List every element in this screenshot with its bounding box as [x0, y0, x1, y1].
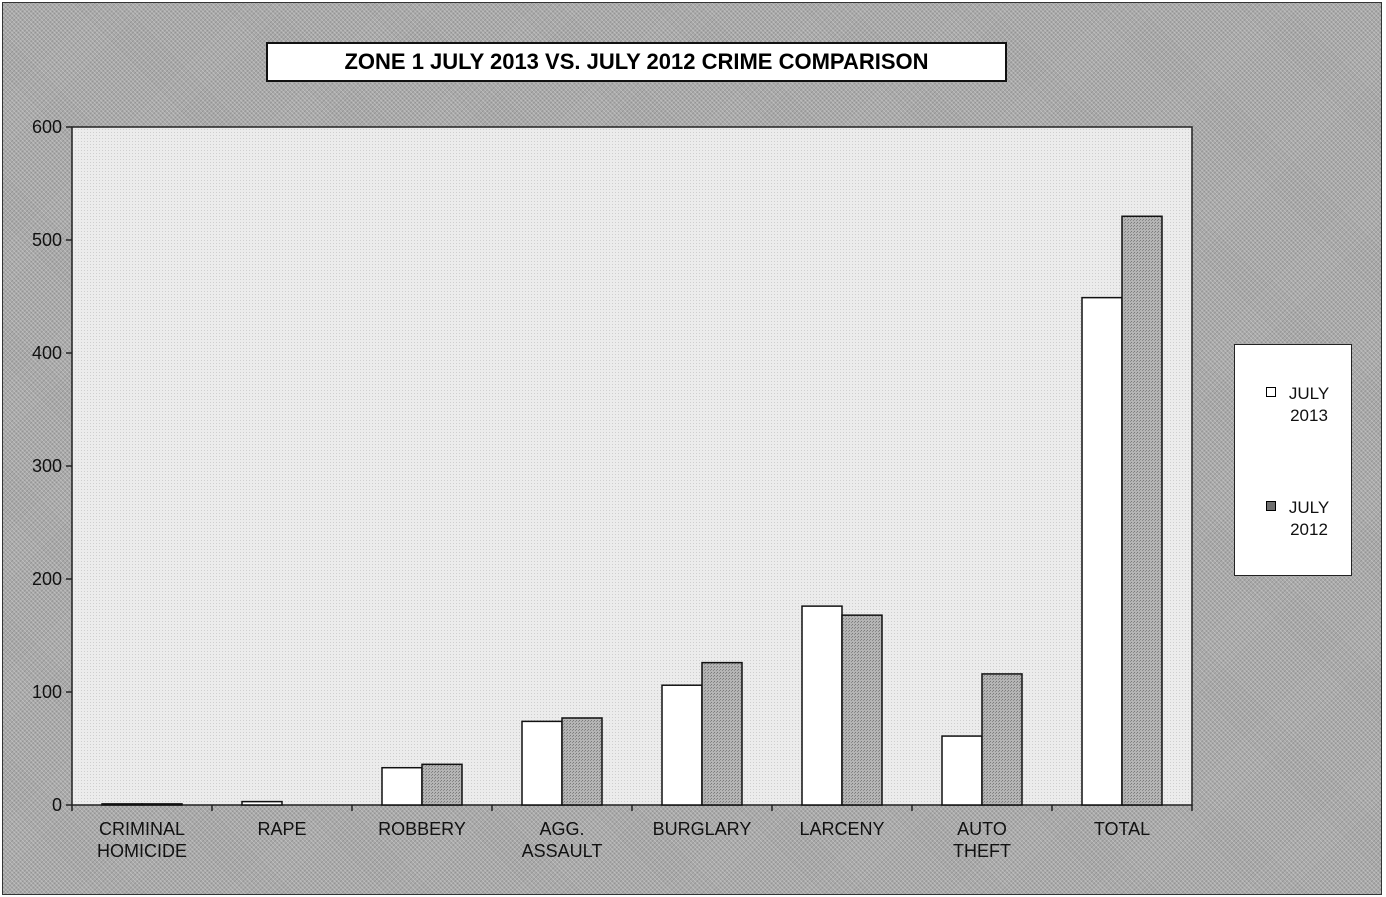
- bar-july-2013: [1081, 296, 1123, 806]
- bar-july-2013: [661, 684, 703, 806]
- x-category-label: TOTAL: [1094, 819, 1150, 839]
- legend-label-july-2012: JULY 2012: [1279, 497, 1339, 541]
- bar-july-2012: [141, 803, 183, 806]
- x-category-label: ASSAULT: [522, 841, 603, 861]
- bar-july-2012: [1121, 215, 1163, 806]
- chart-title: ZONE 1 JULY 2013 VS. JULY 2012 CRIME COM…: [266, 42, 1007, 82]
- legend-label-line: 2012: [1290, 520, 1328, 539]
- x-category-label: THEFT: [953, 841, 1011, 861]
- y-tick-label: 100: [32, 682, 62, 702]
- legend-swatch-july-2013: [1266, 387, 1276, 397]
- x-category-label: LARCENY: [799, 819, 884, 839]
- bar-july-2012: [841, 614, 883, 806]
- y-tick-label: 200: [32, 569, 62, 589]
- x-category-label: ROBBERY: [378, 819, 466, 839]
- x-category-label: AGG.: [539, 819, 584, 839]
- y-tick-label: 0: [52, 795, 62, 815]
- plot-area: [71, 126, 1193, 806]
- bar-july-2012: [981, 673, 1023, 806]
- bar-july-2012: [701, 661, 743, 806]
- x-category-label: HOMICIDE: [97, 841, 187, 861]
- bar-july-2013: [941, 735, 983, 806]
- bar-july-2012: [421, 763, 463, 806]
- bar-july-2013: [381, 766, 423, 806]
- legend-label-line: 2013: [1290, 406, 1328, 425]
- y-tick-label: 600: [32, 117, 62, 137]
- legend-label-july-2013: JULY 2013: [1279, 383, 1339, 427]
- y-tick-label: 500: [32, 230, 62, 250]
- x-category-label: RAPE: [257, 819, 306, 839]
- bar-july-2012: [561, 717, 603, 806]
- x-category-label: BURGLARY: [653, 819, 752, 839]
- bar-july-2013: [101, 803, 143, 806]
- bar-july-2013: [801, 605, 843, 806]
- bar-july-2013: [241, 800, 283, 806]
- y-tick-label: 300: [32, 456, 62, 476]
- y-tick-label: 400: [32, 343, 62, 363]
- legend: JULY 2013 JULY 2012: [1234, 344, 1352, 576]
- bar-july-2013: [521, 720, 563, 806]
- x-category-label: CRIMINAL: [99, 819, 185, 839]
- legend-swatch-july-2012: [1266, 501, 1276, 511]
- legend-label-line: JULY: [1288, 498, 1330, 517]
- legend-label-line: JULY: [1288, 384, 1330, 403]
- x-category-label: AUTO: [957, 819, 1007, 839]
